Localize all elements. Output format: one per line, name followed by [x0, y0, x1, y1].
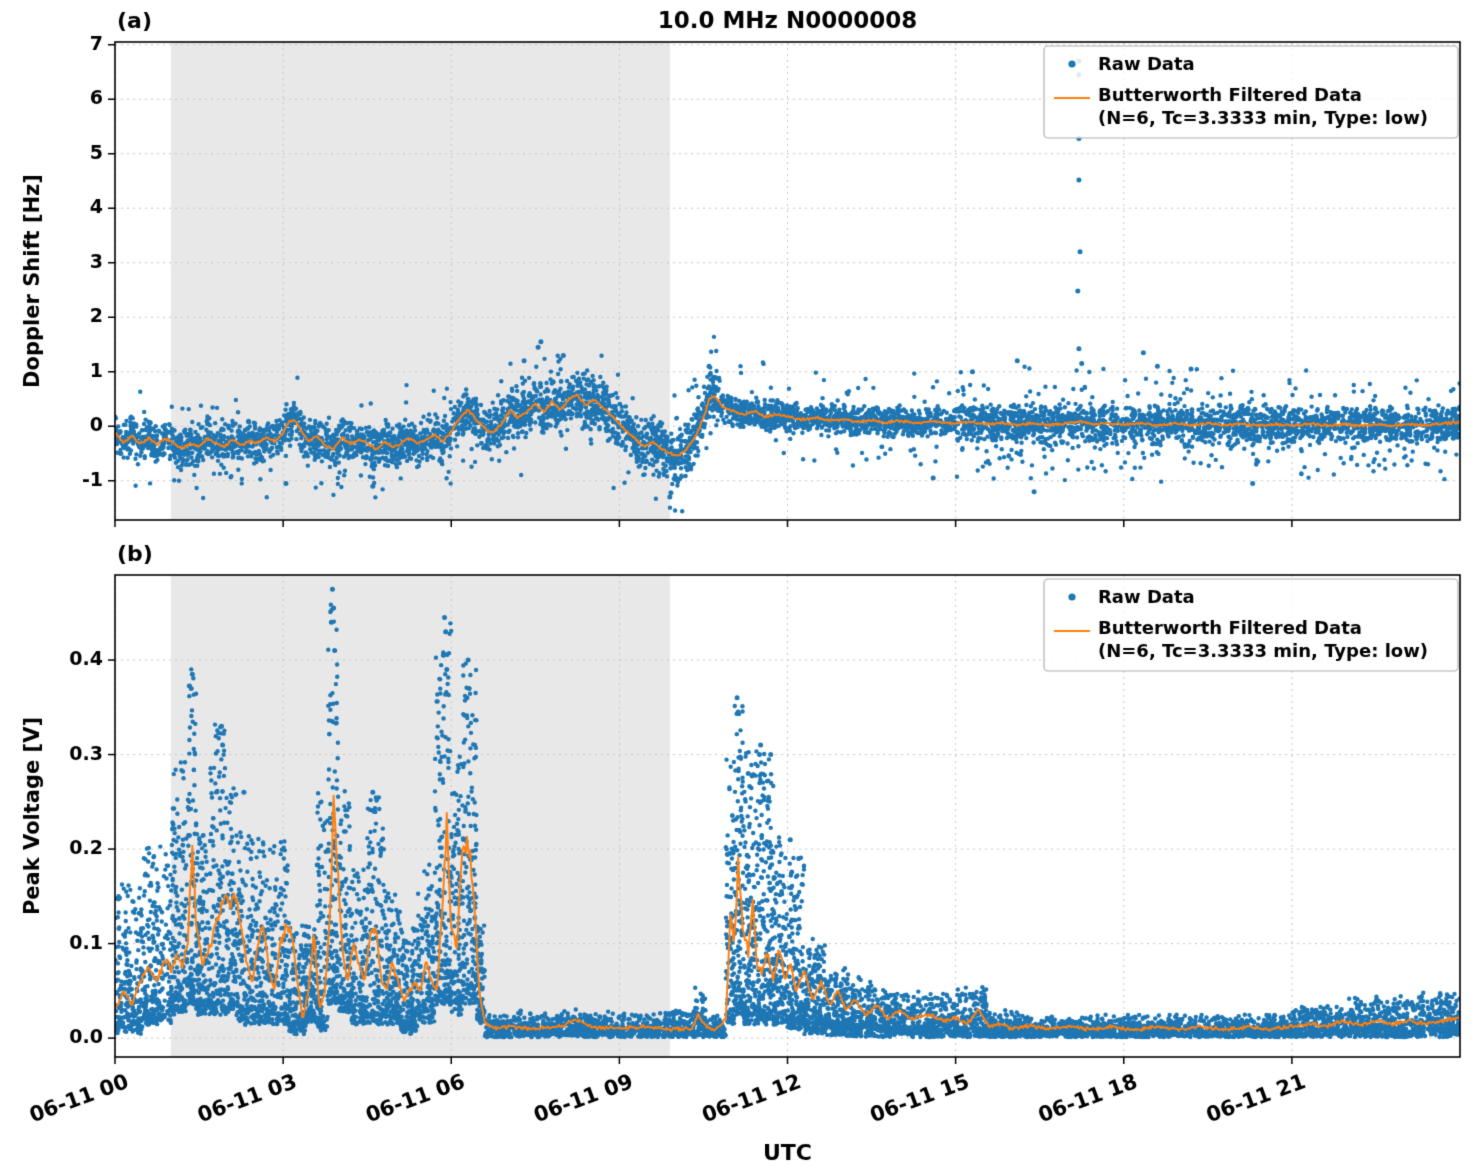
chart-canvas	[0, 0, 1472, 1172]
figure: 10.0 MHz N0000008 UTC Raw Data Butterwor…	[0, 0, 1472, 1172]
